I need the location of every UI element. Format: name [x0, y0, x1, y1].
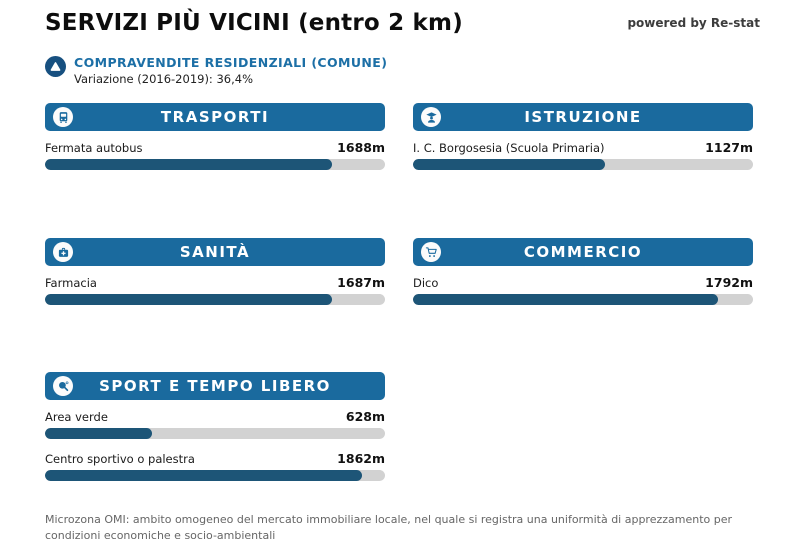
card-trasporti: TRASPORTI Fermata autobus 1688m	[45, 103, 385, 170]
card-commercio: COMMERCIO Dico 1792m	[413, 238, 753, 305]
powered-by-credit: powered by Re-stat	[627, 16, 760, 30]
distance-bar-track	[45, 159, 385, 170]
distance-bar-track	[413, 159, 753, 170]
paddle-icon	[53, 376, 73, 396]
service-area-verde: Area verde 628m	[45, 409, 385, 439]
distance-bar-fill	[413, 294, 718, 305]
service-label: Area verde	[45, 410, 108, 424]
card-istruzione-header: ISTRUZIONE	[413, 103, 753, 131]
distance-bar-track	[413, 294, 753, 305]
distance-bar-fill	[45, 294, 332, 305]
graduate-icon	[421, 107, 441, 127]
card-trasporti-title: TRASPORTI	[160, 108, 270, 126]
distance-bar-track	[45, 428, 385, 439]
distance-bar-track	[45, 470, 385, 481]
distance-bar-fill	[45, 428, 152, 439]
service-distance: 1862m	[337, 451, 385, 466]
distance-bar-fill	[45, 470, 362, 481]
service-distance: 1687m	[337, 275, 385, 290]
service-label: Centro sportivo o palestra	[45, 452, 195, 466]
card-sport-tempo-libero: SPORT E TEMPO LIBERO Area verde 628m Cen…	[45, 372, 385, 481]
service-dico: Dico 1792m	[413, 275, 753, 305]
card-sport-title: SPORT E TEMPO LIBERO	[99, 377, 331, 395]
first-aid-icon	[53, 242, 73, 262]
service-centro-sportivo: Centro sportivo o palestra 1862m	[45, 451, 385, 481]
card-istruzione: ISTRUZIONE I. C. Borgosesia (Scuola Prim…	[413, 103, 753, 170]
variazione-text: Variazione (2016-2019): 36,4%	[74, 72, 253, 86]
compravendite-label: COMPRAVENDITE RESIDENZIALI (COMUNE)	[74, 55, 388, 70]
service-distance: 1792m	[705, 275, 753, 290]
card-sanita-title: SANITÀ	[179, 243, 251, 261]
card-sanita-header: SANITÀ	[45, 238, 385, 266]
service-label: Farmacia	[45, 276, 97, 290]
service-distance: 628m	[345, 409, 385, 424]
service-distance: 1688m	[337, 140, 385, 155]
service-label: I. C. Borgosesia (Scuola Primaria)	[413, 141, 605, 155]
service-label: Fermata autobus	[45, 141, 143, 155]
service-label: Dico	[413, 276, 439, 290]
service-fermata-autobus: Fermata autobus 1688m	[45, 140, 385, 170]
card-commercio-header: COMMERCIO	[413, 238, 753, 266]
delta-triangle-icon	[45, 56, 66, 77]
microzona-footnote: Microzona OMI: ambito omogeneo del merca…	[45, 513, 733, 542]
service-scuola-primaria: I. C. Borgosesia (Scuola Primaria) 1127m	[413, 140, 753, 170]
card-commercio-title: COMMERCIO	[523, 243, 643, 261]
service-distance: 1127m	[705, 140, 753, 155]
service-farmacia: Farmacia 1687m	[45, 275, 385, 305]
distance-bar-track	[45, 294, 385, 305]
distance-bar-fill	[413, 159, 605, 170]
page-title: SERVIZI PIÙ VICINI (entro 2 km)	[45, 10, 463, 36]
card-trasporti-header: TRASPORTI	[45, 103, 385, 131]
bus-icon	[53, 107, 73, 127]
card-sanita: SANITÀ Farmacia 1687m	[45, 238, 385, 305]
card-istruzione-title: ISTRUZIONE	[524, 108, 642, 126]
compravendite-texts: COMPRAVENDITE RESIDENZIALI (COMUNE) Vari…	[74, 55, 387, 86]
distance-bar-fill	[45, 159, 332, 170]
card-sport-header: SPORT E TEMPO LIBERO	[45, 372, 385, 400]
compravendite-info: COMPRAVENDITE RESIDENZIALI (COMUNE) Vari…	[45, 55, 387, 86]
cart-icon	[421, 242, 441, 262]
